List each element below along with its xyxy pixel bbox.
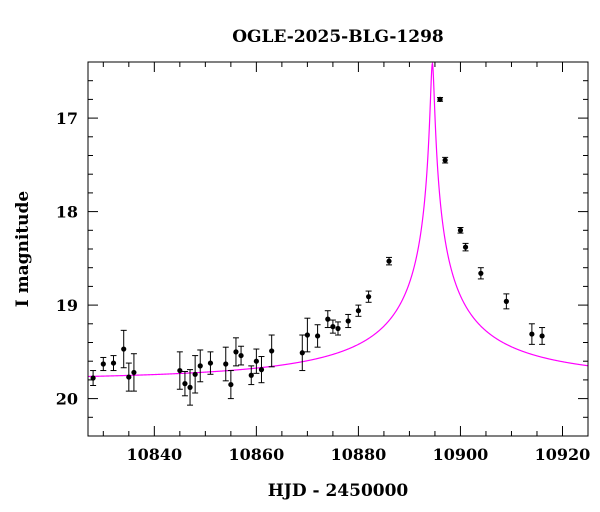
data-point-marker xyxy=(110,360,117,366)
data-point-marker xyxy=(223,361,229,367)
data-point-marker xyxy=(253,358,259,364)
data-point-marker xyxy=(207,360,214,366)
data-point xyxy=(130,353,137,392)
data-point xyxy=(324,310,331,329)
x-tick-label: 10840 xyxy=(126,445,182,464)
data-point xyxy=(304,317,311,353)
data-point xyxy=(100,356,107,372)
data-point-marker xyxy=(345,318,351,324)
data-point xyxy=(268,334,275,368)
data-point xyxy=(345,313,352,329)
x-tick-label: 10860 xyxy=(229,445,285,464)
data-point-marker xyxy=(529,331,535,337)
data-point xyxy=(314,324,321,348)
data-point xyxy=(437,96,444,102)
data-point-marker xyxy=(478,270,484,276)
x-tick-label: 10920 xyxy=(535,445,591,464)
x-tick-label: 10900 xyxy=(433,445,489,464)
data-point xyxy=(329,319,336,334)
data-point-marker xyxy=(503,298,509,304)
data-point xyxy=(355,304,362,317)
model-layer xyxy=(88,62,588,378)
data-point xyxy=(197,349,204,383)
chart-title: OGLE-2025-BLG-1298 xyxy=(232,27,444,47)
data-point-marker xyxy=(462,244,469,250)
axis-ticks xyxy=(88,61,589,437)
axis-tick-labels: 10840 10860 10880 10900 10920 17 18 19 20 xyxy=(56,109,591,464)
data-point-marker xyxy=(182,381,188,387)
data-point xyxy=(192,355,199,394)
data-point xyxy=(90,370,97,387)
x-tick-label: 10880 xyxy=(331,445,387,464)
data-point xyxy=(386,256,393,266)
data-point xyxy=(207,351,214,375)
y-tick-label: 17 xyxy=(56,109,78,128)
y-tick-label: 20 xyxy=(56,390,78,409)
data-point-marker xyxy=(100,361,106,367)
data-point xyxy=(503,293,510,310)
data-point xyxy=(222,346,229,382)
data-point xyxy=(258,356,265,384)
data-point-marker xyxy=(238,352,244,359)
data-point-marker xyxy=(187,384,193,390)
data-point-marker xyxy=(314,333,321,339)
data-point-marker xyxy=(177,367,183,374)
data-point-marker xyxy=(121,346,127,352)
data-point xyxy=(457,226,464,234)
data-point-marker xyxy=(386,258,392,264)
data-point xyxy=(176,351,183,390)
data-point-marker xyxy=(539,333,545,339)
data-point-marker xyxy=(457,227,464,233)
data-point-marker xyxy=(269,348,275,354)
data-point-marker xyxy=(299,350,305,356)
data-point xyxy=(181,370,188,397)
data-point-marker xyxy=(355,308,362,314)
data-point-marker xyxy=(126,374,132,380)
data-point-marker xyxy=(330,324,336,330)
data-point-marker xyxy=(228,381,234,388)
y-axis-label: I magnitude xyxy=(13,191,33,308)
data-point xyxy=(232,337,239,367)
data-point xyxy=(248,365,255,386)
data-point-marker xyxy=(197,363,203,369)
data-point xyxy=(227,370,234,400)
data-point-marker xyxy=(90,375,96,381)
data-point-marker xyxy=(335,325,341,332)
model-curve xyxy=(88,62,588,378)
data-point xyxy=(365,290,372,303)
plot-frame xyxy=(87,61,589,437)
data-point xyxy=(110,355,117,372)
data-point xyxy=(299,334,306,372)
data-point xyxy=(477,267,484,280)
data-point xyxy=(462,242,469,252)
data-point-marker xyxy=(366,294,372,300)
data-point xyxy=(442,156,449,164)
data-point-marker xyxy=(304,332,310,338)
data-point xyxy=(528,323,535,345)
data-point xyxy=(238,345,245,366)
data-point xyxy=(125,362,132,392)
data-point xyxy=(335,321,341,336)
data-point-marker xyxy=(258,367,265,373)
data-point xyxy=(253,348,260,374)
y-tick-label: 18 xyxy=(56,203,78,222)
data-point-marker xyxy=(192,371,198,377)
data-point-marker xyxy=(325,316,331,322)
data-point-marker xyxy=(442,157,448,163)
data-point-marker xyxy=(437,96,443,102)
data-point-marker xyxy=(131,369,137,376)
data-point xyxy=(187,369,194,406)
data-point xyxy=(120,329,127,369)
data-point xyxy=(539,327,546,345)
data-point-marker xyxy=(233,349,239,355)
y-tick-label: 19 xyxy=(56,296,78,315)
x-axis-label: HJD - 2450000 xyxy=(268,481,409,501)
data-points-layer xyxy=(90,96,546,406)
data-point-marker xyxy=(248,372,254,378)
